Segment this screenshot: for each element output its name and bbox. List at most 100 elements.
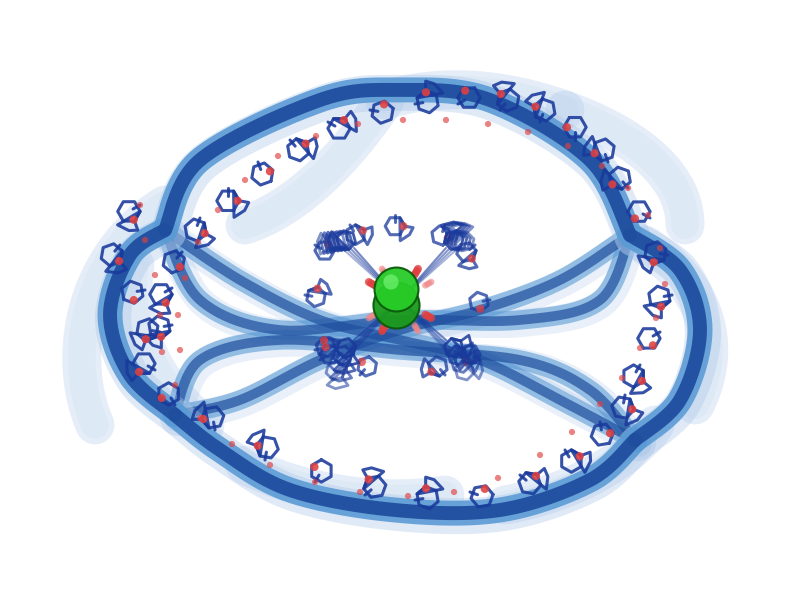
Point bbox=[440, 115, 453, 125]
Point bbox=[311, 284, 324, 293]
Point bbox=[231, 196, 244, 206]
Point bbox=[408, 270, 421, 280]
Point bbox=[251, 441, 264, 451]
Point bbox=[419, 88, 432, 97]
Point bbox=[562, 141, 574, 151]
Point bbox=[310, 131, 322, 141]
Point bbox=[264, 460, 277, 470]
Point bbox=[378, 100, 390, 109]
Point bbox=[299, 139, 312, 148]
Point bbox=[139, 334, 152, 344]
Point bbox=[397, 221, 410, 231]
Point bbox=[529, 102, 542, 112]
Point bbox=[368, 310, 381, 319]
Point bbox=[319, 343, 332, 352]
Point bbox=[149, 270, 162, 280]
Point bbox=[410, 322, 422, 332]
Point bbox=[322, 240, 334, 250]
Point bbox=[411, 326, 424, 336]
Point bbox=[594, 399, 606, 409]
Point bbox=[604, 428, 617, 438]
Point bbox=[410, 266, 423, 275]
Point bbox=[410, 268, 422, 278]
Point bbox=[378, 322, 390, 332]
Point bbox=[171, 310, 184, 320]
Point bbox=[379, 270, 392, 280]
Point bbox=[155, 393, 168, 403]
Point bbox=[423, 278, 436, 288]
Point bbox=[606, 179, 619, 189]
Point bbox=[211, 205, 224, 215]
Point bbox=[442, 233, 454, 243]
Point bbox=[646, 341, 659, 350]
Point bbox=[522, 127, 534, 137]
Point bbox=[364, 278, 377, 288]
Point bbox=[408, 320, 421, 330]
Point bbox=[159, 298, 172, 308]
Point bbox=[421, 311, 434, 320]
Point bbox=[654, 302, 667, 311]
Point bbox=[366, 311, 379, 320]
Point bbox=[561, 122, 574, 132]
Point bbox=[402, 491, 414, 501]
Point bbox=[338, 115, 350, 125]
Point bbox=[376, 264, 389, 274]
Point bbox=[574, 451, 586, 461]
Point bbox=[318, 335, 330, 345]
Point bbox=[491, 473, 505, 483]
Point bbox=[566, 427, 578, 437]
Point bbox=[595, 161, 609, 171]
Point bbox=[425, 367, 438, 377]
Point bbox=[482, 119, 494, 129]
Point bbox=[357, 226, 370, 235]
Point bbox=[238, 175, 251, 185]
Point bbox=[658, 279, 671, 289]
Point bbox=[466, 254, 478, 263]
Point bbox=[362, 313, 375, 323]
Point bbox=[154, 332, 167, 341]
Point bbox=[634, 343, 646, 353]
Point bbox=[355, 357, 368, 367]
Point bbox=[419, 281, 432, 290]
Point bbox=[377, 266, 390, 275]
Point bbox=[622, 183, 634, 193]
Point bbox=[226, 439, 238, 449]
Point bbox=[127, 295, 140, 305]
Point bbox=[419, 310, 432, 319]
Point bbox=[134, 200, 146, 210]
Point bbox=[390, 300, 402, 310]
Point bbox=[127, 215, 140, 224]
Point bbox=[362, 475, 375, 484]
Point bbox=[494, 89, 507, 99]
Point bbox=[530, 471, 542, 481]
Point bbox=[364, 312, 377, 322]
Point bbox=[198, 229, 211, 238]
Point bbox=[377, 325, 390, 334]
Point bbox=[354, 487, 366, 497]
Point bbox=[425, 313, 438, 323]
Point bbox=[308, 462, 321, 472]
Point bbox=[376, 326, 389, 336]
Point bbox=[378, 268, 390, 278]
Point bbox=[154, 310, 166, 320]
Point bbox=[192, 237, 205, 247]
Point bbox=[626, 404, 638, 414]
Point bbox=[263, 166, 276, 176]
Point bbox=[309, 477, 322, 487]
Point bbox=[272, 151, 285, 161]
Point bbox=[635, 376, 648, 386]
Point bbox=[368, 281, 381, 290]
Point bbox=[411, 264, 424, 274]
Point bbox=[650, 313, 662, 323]
Point bbox=[616, 373, 629, 383]
Point bbox=[642, 210, 654, 220]
Point bbox=[155, 347, 169, 357]
Point bbox=[366, 280, 379, 289]
Point bbox=[410, 325, 423, 334]
Point bbox=[138, 235, 151, 245]
Point bbox=[588, 148, 601, 158]
Point bbox=[197, 414, 210, 424]
Point bbox=[458, 86, 471, 95]
Point bbox=[647, 257, 660, 267]
Point bbox=[390, 284, 402, 294]
